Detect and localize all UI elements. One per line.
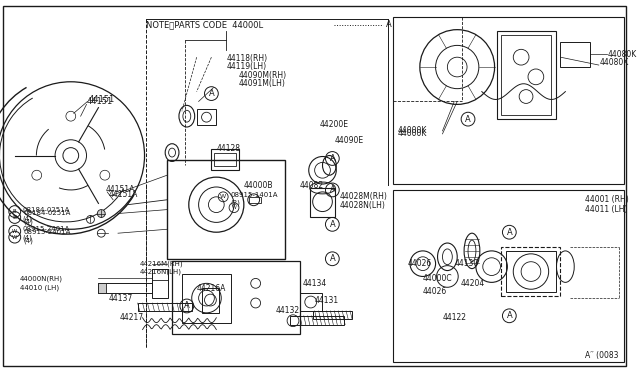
Text: 44010 (LH): 44010 (LH): [20, 284, 59, 291]
Text: A: A: [387, 20, 392, 29]
Text: 08184-0251A: 08184-0251A: [24, 209, 71, 215]
Text: A: A: [506, 311, 512, 320]
Text: 44028M(RH): 44028M(RH): [339, 192, 387, 201]
Text: 44080K: 44080K: [600, 58, 629, 67]
Text: A: A: [506, 228, 512, 237]
Bar: [394, 190, 625, 362]
Bar: [561, 42, 590, 67]
Text: 44216A: 44216A: [196, 284, 226, 293]
Text: A: A: [184, 301, 189, 311]
Text: 44000B: 44000B: [244, 180, 273, 189]
Text: B: B: [13, 215, 17, 220]
Text: 44151: 44151: [88, 95, 115, 104]
Bar: [182, 273, 231, 323]
Text: A: A: [330, 220, 335, 229]
Text: 44028N(LH): 44028N(LH): [339, 201, 385, 210]
Bar: [99, 283, 152, 293]
Bar: [167, 160, 285, 259]
Bar: [196, 109, 216, 125]
Text: W: W: [12, 229, 17, 234]
Text: W: W: [232, 205, 236, 210]
Text: A: A: [330, 254, 335, 263]
Text: A: A: [465, 115, 471, 124]
Text: (4): (4): [24, 238, 33, 244]
Text: 44118(RH): 44118(RH): [226, 54, 268, 62]
Text: 44122: 44122: [442, 313, 467, 322]
Text: 44151A: 44151A: [108, 190, 138, 199]
Text: 44119(LH): 44119(LH): [226, 61, 266, 71]
Text: 44090M(RH): 44090M(RH): [239, 71, 287, 80]
Text: 44026: 44026: [408, 259, 432, 268]
Text: 44090E: 44090E: [334, 136, 364, 145]
Text: A: A: [330, 154, 335, 163]
Bar: [152, 269, 168, 280]
Text: 08915-2401A: 08915-2401A: [22, 226, 70, 232]
Bar: [202, 288, 220, 313]
Text: 44204: 44204: [460, 279, 484, 288]
Text: (4): (4): [22, 235, 33, 241]
Text: 44000K: 44000K: [397, 126, 427, 135]
Text: 44151: 44151: [86, 97, 113, 106]
Text: NOTE，PARTS CODE  44000L: NOTE，PARTS CODE 44000L: [145, 20, 262, 29]
Text: 44216M(RH): 44216M(RH): [140, 260, 183, 267]
Bar: [211, 149, 239, 170]
Bar: [506, 251, 556, 292]
Bar: [172, 261, 300, 334]
Bar: [394, 17, 625, 184]
Bar: [497, 31, 556, 119]
Text: 44134: 44134: [303, 279, 327, 288]
Text: 44001 (RH): 44001 (RH): [585, 195, 628, 204]
Text: A: A: [209, 89, 214, 98]
Text: W: W: [12, 235, 17, 240]
Text: 44151A: 44151A: [105, 185, 134, 195]
Text: 44080K: 44080K: [607, 50, 637, 59]
Text: 08184-0251A: 08184-0251A: [22, 206, 70, 213]
Text: 44130: 44130: [454, 259, 479, 268]
Text: 44091M(LH): 44091M(LH): [239, 79, 286, 88]
Text: A′′ (0083: A′′ (0083: [585, 351, 618, 360]
Text: 44011 (LH): 44011 (LH): [585, 205, 628, 214]
Bar: [99, 283, 106, 293]
Text: (4): (4): [24, 218, 33, 225]
Bar: [214, 153, 236, 166]
Bar: [249, 197, 260, 203]
Bar: [300, 293, 321, 311]
Text: 44082: 44082: [300, 180, 324, 189]
Text: A: A: [330, 185, 335, 195]
Text: 44200E: 44200E: [319, 119, 349, 129]
Bar: [138, 303, 192, 311]
Text: (2): (2): [230, 199, 240, 206]
Text: 44216N(LH): 44216N(LH): [140, 268, 182, 275]
Text: 44000N(RH): 44000N(RH): [20, 275, 63, 282]
Text: 08915-1401A: 08915-1401A: [230, 192, 278, 198]
Bar: [152, 269, 168, 298]
Text: W: W: [220, 194, 227, 199]
Bar: [290, 316, 344, 325]
Text: 44000K: 44000K: [397, 129, 427, 138]
Bar: [502, 247, 561, 296]
Text: 44131: 44131: [315, 296, 339, 305]
Text: 44132: 44132: [275, 307, 300, 315]
Text: B: B: [13, 209, 17, 214]
Bar: [310, 188, 335, 218]
Text: (4): (4): [22, 215, 33, 222]
Bar: [502, 35, 550, 115]
Text: 44026: 44026: [423, 287, 447, 296]
Text: 08915-2401A: 08915-2401A: [24, 229, 71, 235]
Text: 44128: 44128: [216, 144, 240, 153]
Text: 44137: 44137: [108, 294, 132, 302]
Text: 44000C: 44000C: [423, 274, 452, 283]
Text: 44217: 44217: [120, 313, 144, 322]
Bar: [313, 311, 352, 319]
Circle shape: [97, 209, 105, 218]
